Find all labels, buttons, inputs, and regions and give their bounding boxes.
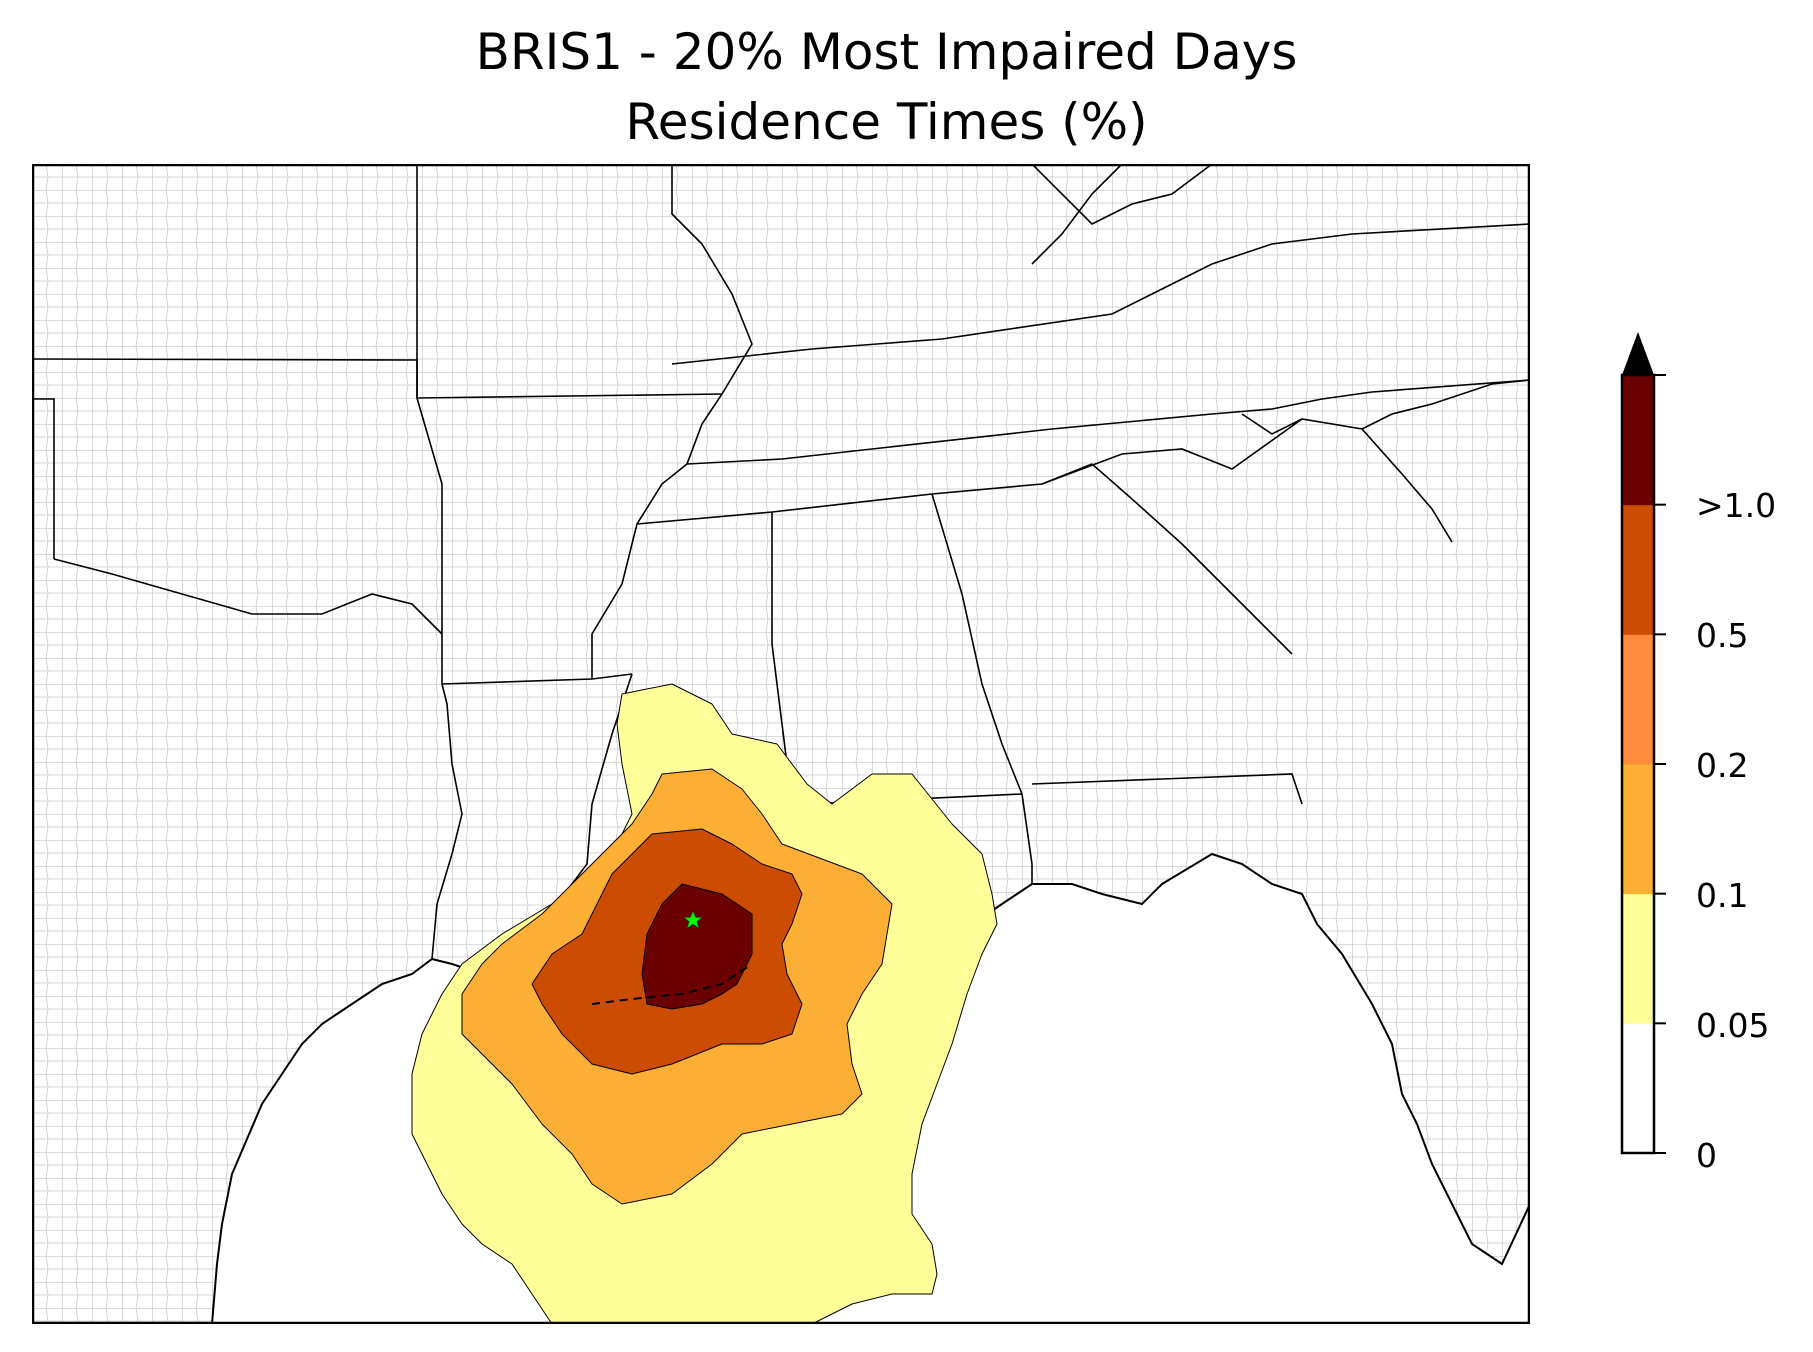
map-title-line-1: BRIS1 - 20% Most Impaired Days xyxy=(475,23,1298,81)
colorbar-tick-label-0.1: 0.1 xyxy=(1696,876,1749,915)
map-frame xyxy=(32,164,1530,1324)
colorbar-segment-2 xyxy=(1622,764,1654,895)
map-title-line-2: Residence Times (%) xyxy=(625,93,1148,151)
colorbar-ticks xyxy=(1654,374,1666,1154)
receptor-site-star-icon xyxy=(683,910,703,929)
colorbar-tick-label-0.05: 0.05 xyxy=(1696,1006,1770,1045)
offshore-boundary-line xyxy=(591,963,753,1005)
colorbar-tick-label-0.5: 0.5 xyxy=(1696,616,1749,655)
colorbar-tick-label-0: 0 xyxy=(1696,1136,1717,1175)
colorbar-extend-arrow xyxy=(1622,332,1654,375)
contour-0.5-1.0 xyxy=(641,883,753,1010)
residence-time-map xyxy=(32,164,1530,1324)
residence-time-contours xyxy=(411,683,998,1324)
colorbar xyxy=(1620,332,1666,1155)
colorbar-segment-0 xyxy=(1622,1023,1654,1154)
colorbar-tick-label-0.2: 0.2 xyxy=(1696,746,1749,785)
colorbar-segment-1 xyxy=(1622,893,1654,1024)
colorbar-tick-label-gt-1.0: >1.0 xyxy=(1696,486,1777,525)
state-boundaries xyxy=(32,164,1530,960)
colorbar-segment-5 xyxy=(1622,375,1654,506)
colorbar-segment-3 xyxy=(1622,634,1654,765)
colorbar-segment-4 xyxy=(1622,504,1654,635)
colorbar-segments xyxy=(1622,375,1654,1154)
